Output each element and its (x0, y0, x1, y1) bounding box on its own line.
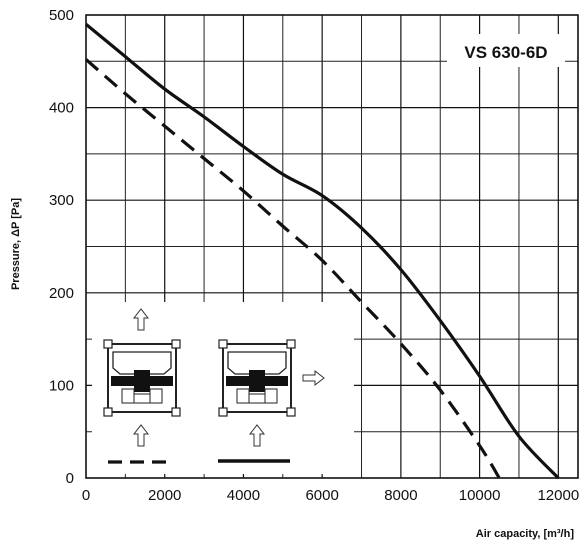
horizontal-discharge-unit-icon (218, 339, 325, 463)
y-tick-label: 500 (49, 7, 74, 24)
series-layer (84, 23, 560, 480)
y-axis-title: Pressure, ΔP [Pa] (10, 198, 22, 290)
vertical-airflow-unit-icon (103, 308, 181, 464)
legend-inset (92, 302, 354, 474)
x-tick-label: 0 (82, 487, 90, 504)
y-tick-label: 400 (49, 100, 74, 117)
x-tick-label: 12000 (537, 487, 579, 504)
x-tick-label: 10000 (459, 487, 501, 504)
x-tick-label: 2000 (148, 487, 181, 504)
series-line-solid (84, 23, 560, 480)
series-line-dashed (84, 58, 501, 479)
y-tick-label: 200 (49, 285, 74, 302)
tick-labels: 0 2000 4000 6000 8000 10000 12000 0 100 200 300 400… (49, 7, 579, 504)
y-tick-label: 100 (49, 377, 74, 394)
y-tick-label: 300 (49, 192, 74, 209)
x-tick-label: 6000 (305, 487, 338, 504)
model-label-box: VS 630-6D (447, 34, 565, 67)
y-tick-label: 0 (66, 470, 74, 487)
chart-title: VS 630-6D (464, 43, 547, 62)
x-axis-title: Air capacity, [m³/h] (476, 528, 575, 540)
x-tick-label: 4000 (227, 487, 260, 504)
x-tick-label: 8000 (384, 487, 417, 504)
plot-frame (85, 14, 579, 479)
